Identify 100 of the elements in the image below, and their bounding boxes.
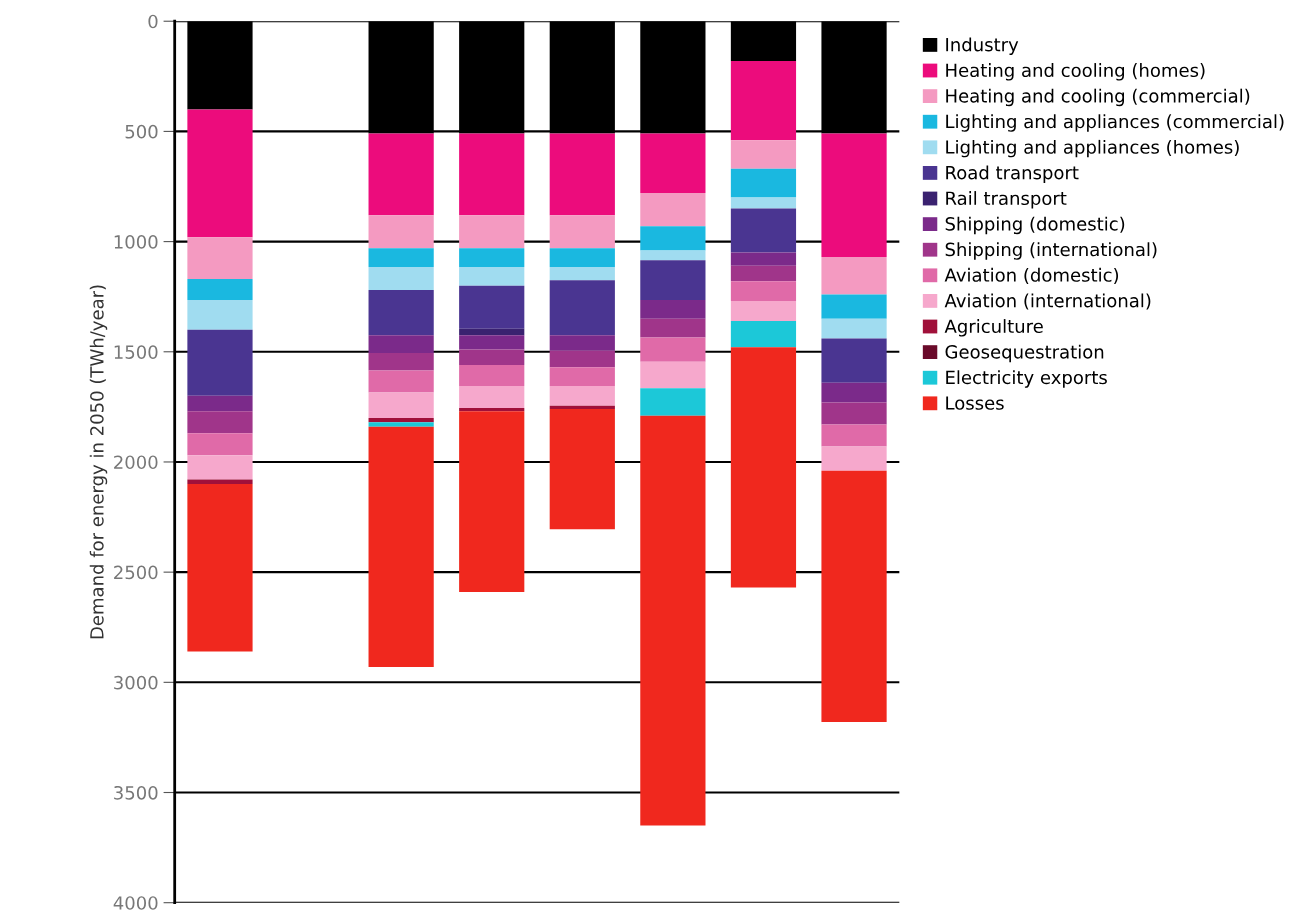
bar	[459, 133, 525, 216]
bar	[821, 402, 887, 425]
y-tick-label: 0	[148, 14, 158, 29]
bar	[549, 335, 615, 351]
bar	[549, 385, 615, 406]
legend-label: Agriculture	[944, 319, 1043, 337]
legend-label: Road transport	[946, 165, 1079, 183]
bar	[821, 446, 887, 471]
bar	[459, 407, 525, 412]
y-tick-label: 2000	[114, 455, 158, 470]
bar	[640, 260, 706, 300]
bar	[730, 265, 797, 282]
bar	[821, 424, 887, 447]
bar	[187, 329, 253, 396]
legend-label: Rail transport	[946, 191, 1067, 209]
bar	[368, 352, 434, 371]
bar	[368, 133, 434, 216]
bar	[368, 370, 434, 393]
legend-label: Shipping (domestic)	[945, 216, 1125, 235]
legend-label: Aviation (domestic)	[944, 267, 1119, 284]
bar	[187, 109, 253, 238]
bar	[821, 470, 887, 722]
bar	[368, 248, 434, 267]
bar	[549, 280, 615, 336]
legend-label: Industry	[946, 37, 1019, 55]
bar	[459, 349, 525, 365]
bar	[368, 422, 434, 427]
bar	[549, 409, 615, 530]
bar	[640, 415, 706, 826]
bar	[549, 350, 615, 368]
y-axis-title: Demand for energy in 2050 (TWh/year)	[89, 285, 108, 639]
bar	[549, 266, 615, 281]
bar	[640, 388, 706, 416]
bar	[187, 484, 253, 652]
bar	[187, 299, 253, 330]
bar	[187, 433, 253, 456]
bar	[730, 140, 797, 169]
bar	[549, 133, 615, 216]
legend-label: Heating and cooling (homes)	[946, 63, 1205, 81]
bar	[821, 133, 887, 258]
bar	[730, 168, 797, 198]
bar	[459, 365, 525, 386]
bar	[187, 479, 253, 484]
y-tick-label: 500	[125, 124, 158, 139]
bar	[459, 215, 525, 249]
y-tick-label: 3000	[114, 675, 158, 690]
bar	[640, 361, 706, 389]
bar	[730, 197, 797, 209]
bar	[187, 279, 253, 300]
bar	[730, 252, 797, 266]
bar	[368, 417, 434, 423]
bar	[549, 367, 615, 386]
bar	[730, 301, 797, 321]
bar	[549, 405, 615, 410]
bar	[459, 385, 525, 408]
bar	[187, 21, 253, 110]
bar	[459, 248, 525, 267]
bar	[368, 215, 434, 249]
bar	[640, 318, 706, 338]
bar	[821, 382, 887, 403]
y-tick-label: 1000	[114, 235, 158, 249]
bar	[459, 335, 525, 350]
bar	[368, 392, 434, 418]
bar	[730, 281, 797, 302]
legend-label: Lighting and appliances (commercial)	[946, 114, 1284, 132]
bar	[459, 266, 525, 286]
bar	[459, 285, 525, 329]
bar	[459, 411, 525, 592]
bar	[459, 328, 525, 336]
bar	[730, 347, 797, 588]
bar	[187, 237, 253, 280]
bar	[640, 133, 706, 194]
bar	[549, 215, 615, 249]
bar	[821, 338, 887, 383]
bar	[368, 266, 434, 291]
bar	[368, 426, 434, 667]
bar	[821, 318, 887, 339]
y-tick-label: 3500	[114, 785, 158, 800]
y-tick-label: 2500	[114, 565, 158, 580]
legend-label: Geosequestration	[945, 344, 1104, 363]
bar	[187, 411, 253, 434]
bar	[730, 320, 797, 348]
legend-label: Aviation (international)	[944, 293, 1151, 310]
bar	[730, 21, 797, 61]
bar	[640, 299, 706, 319]
bar	[821, 294, 887, 319]
bar	[368, 290, 434, 336]
legend-label: Electricity exports	[946, 370, 1107, 388]
legend-label: Shipping (international)	[945, 242, 1157, 260]
bar	[187, 395, 253, 412]
bar	[368, 335, 434, 353]
bar	[640, 250, 706, 261]
bar	[187, 455, 253, 480]
legend-label: Heating and cooling (commercial)	[946, 88, 1250, 107]
bar	[640, 337, 706, 362]
bar	[640, 193, 706, 227]
bar	[640, 226, 706, 251]
legend-label: Lighting and appliances (homes)	[946, 139, 1239, 158]
y-tick-label: 1500	[114, 345, 158, 359]
y-tick-label: 4000	[113, 896, 158, 910]
